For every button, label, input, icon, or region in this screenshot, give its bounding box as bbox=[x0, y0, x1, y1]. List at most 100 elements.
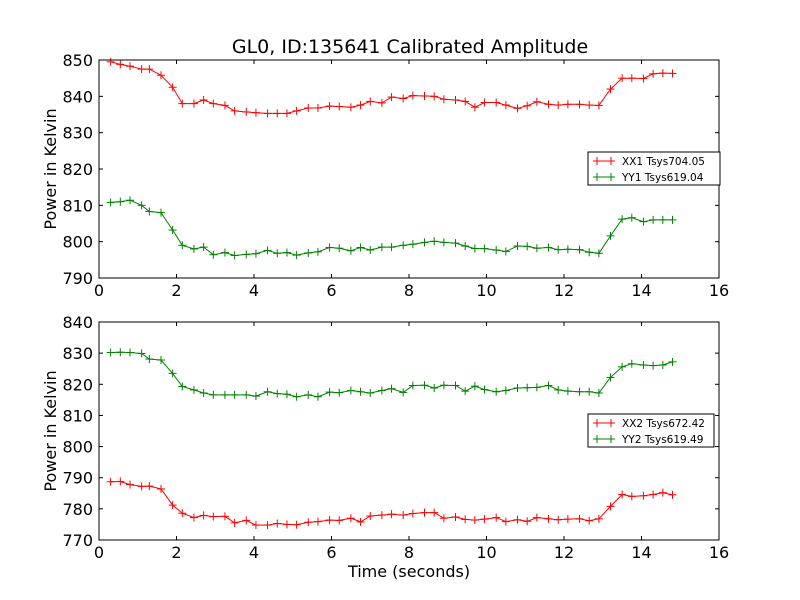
data-point bbox=[126, 348, 134, 357]
data-point bbox=[178, 382, 187, 391]
data-point bbox=[209, 250, 218, 259]
legend-marker bbox=[593, 173, 601, 181]
data-point bbox=[639, 74, 648, 83]
data-point bbox=[313, 392, 322, 401]
data-point bbox=[618, 490, 627, 499]
legend-marker bbox=[593, 419, 601, 427]
data-point bbox=[230, 518, 239, 527]
data-point bbox=[649, 69, 658, 78]
y-tick-label: 800 bbox=[62, 438, 93, 457]
x-axis-label: Time (seconds) bbox=[347, 562, 470, 581]
bottom-plot: 0 2 4 6 8 10 12 14 16770780790800810820830840Pow… bbox=[41, 313, 729, 581]
data-point bbox=[532, 97, 541, 106]
data-point bbox=[618, 215, 627, 224]
data-point bbox=[209, 512, 218, 521]
data-point bbox=[137, 65, 146, 74]
x-tick-label: 4 bbox=[249, 281, 259, 300]
data-point bbox=[554, 385, 563, 394]
data-point bbox=[439, 95, 448, 104]
y-tick-label: 810 bbox=[62, 406, 93, 425]
data-point bbox=[399, 511, 408, 520]
x-tick-label: 2 bbox=[171, 281, 181, 300]
data-point bbox=[513, 104, 522, 113]
data-point bbox=[335, 388, 344, 397]
data-point bbox=[594, 389, 603, 398]
legend-marker bbox=[607, 419, 615, 427]
data-point bbox=[157, 71, 165, 80]
data-point bbox=[282, 390, 291, 399]
data-point bbox=[387, 384, 396, 393]
data-point bbox=[532, 244, 541, 253]
x-tick-label: 10 bbox=[476, 281, 496, 300]
x-tick-label: 4 bbox=[249, 543, 259, 562]
y-tick-label: 780 bbox=[62, 500, 93, 519]
y-tick-label: 840 bbox=[62, 313, 93, 332]
data-point bbox=[251, 392, 260, 401]
data-point bbox=[627, 213, 636, 222]
data-point bbox=[430, 92, 439, 101]
y-tick-label: 770 bbox=[62, 531, 93, 550]
data-point bbox=[420, 91, 429, 100]
data-point bbox=[585, 387, 594, 396]
x-tick-label: 8 bbox=[404, 281, 414, 300]
data-point bbox=[356, 387, 365, 396]
x-tick-label: 0 bbox=[94, 281, 104, 300]
data-point bbox=[178, 509, 187, 518]
y-tick-label: 830 bbox=[62, 124, 93, 143]
data-point bbox=[116, 348, 125, 357]
data-point bbox=[220, 512, 229, 521]
data-point bbox=[356, 101, 365, 110]
data-point bbox=[230, 390, 239, 399]
data-point bbox=[157, 484, 165, 493]
data-point bbox=[189, 513, 198, 522]
data-point bbox=[145, 482, 154, 491]
x-tick-label: 14 bbox=[631, 281, 651, 300]
data-point bbox=[594, 249, 603, 258]
legend: XX2 Tsys672.42 YY2 Tsys619.49 bbox=[587, 413, 715, 448]
data-point bbox=[627, 359, 636, 368]
data-point bbox=[492, 513, 501, 522]
data-point bbox=[399, 388, 408, 397]
data-point bbox=[189, 244, 198, 253]
data-point bbox=[639, 217, 648, 226]
data-point bbox=[199, 389, 208, 398]
data-point bbox=[480, 385, 489, 394]
data-point bbox=[356, 517, 365, 526]
data-point bbox=[420, 238, 429, 247]
data-point bbox=[554, 245, 563, 254]
chart-title: GL0, ID:135641 Calibrated Amplitude bbox=[232, 36, 588, 58]
data-point bbox=[304, 518, 313, 527]
data-point bbox=[523, 242, 532, 251]
data-point bbox=[606, 502, 615, 511]
legend-label: YY2 Tsys619.49 bbox=[621, 434, 703, 446]
data-point bbox=[492, 387, 501, 396]
data-point bbox=[335, 244, 344, 253]
data-point bbox=[145, 355, 154, 364]
data-point bbox=[501, 386, 510, 395]
data-point bbox=[451, 512, 460, 521]
data-point bbox=[585, 248, 594, 257]
data-point bbox=[639, 360, 648, 369]
data-point bbox=[501, 517, 510, 526]
data-point bbox=[126, 62, 134, 71]
data-point bbox=[480, 98, 489, 107]
data-point bbox=[492, 98, 501, 107]
data-point bbox=[470, 244, 479, 253]
data-point bbox=[137, 201, 146, 210]
data-point bbox=[292, 106, 301, 115]
data-point bbox=[157, 208, 165, 217]
data-point bbox=[532, 513, 541, 522]
data-point bbox=[501, 247, 510, 256]
x-tick-label: 2 bbox=[171, 543, 181, 562]
legend-box bbox=[587, 151, 721, 186]
data-point bbox=[554, 101, 563, 110]
data-point bbox=[263, 109, 272, 118]
x-tick-label: 14 bbox=[631, 543, 651, 562]
data-point bbox=[292, 251, 301, 260]
legend: XX1 Tsys704.05 YY1 Tsys619.04 bbox=[587, 151, 721, 186]
data-point bbox=[189, 99, 198, 108]
data-point bbox=[377, 243, 386, 252]
data-point bbox=[126, 196, 134, 205]
data-point bbox=[242, 390, 251, 399]
